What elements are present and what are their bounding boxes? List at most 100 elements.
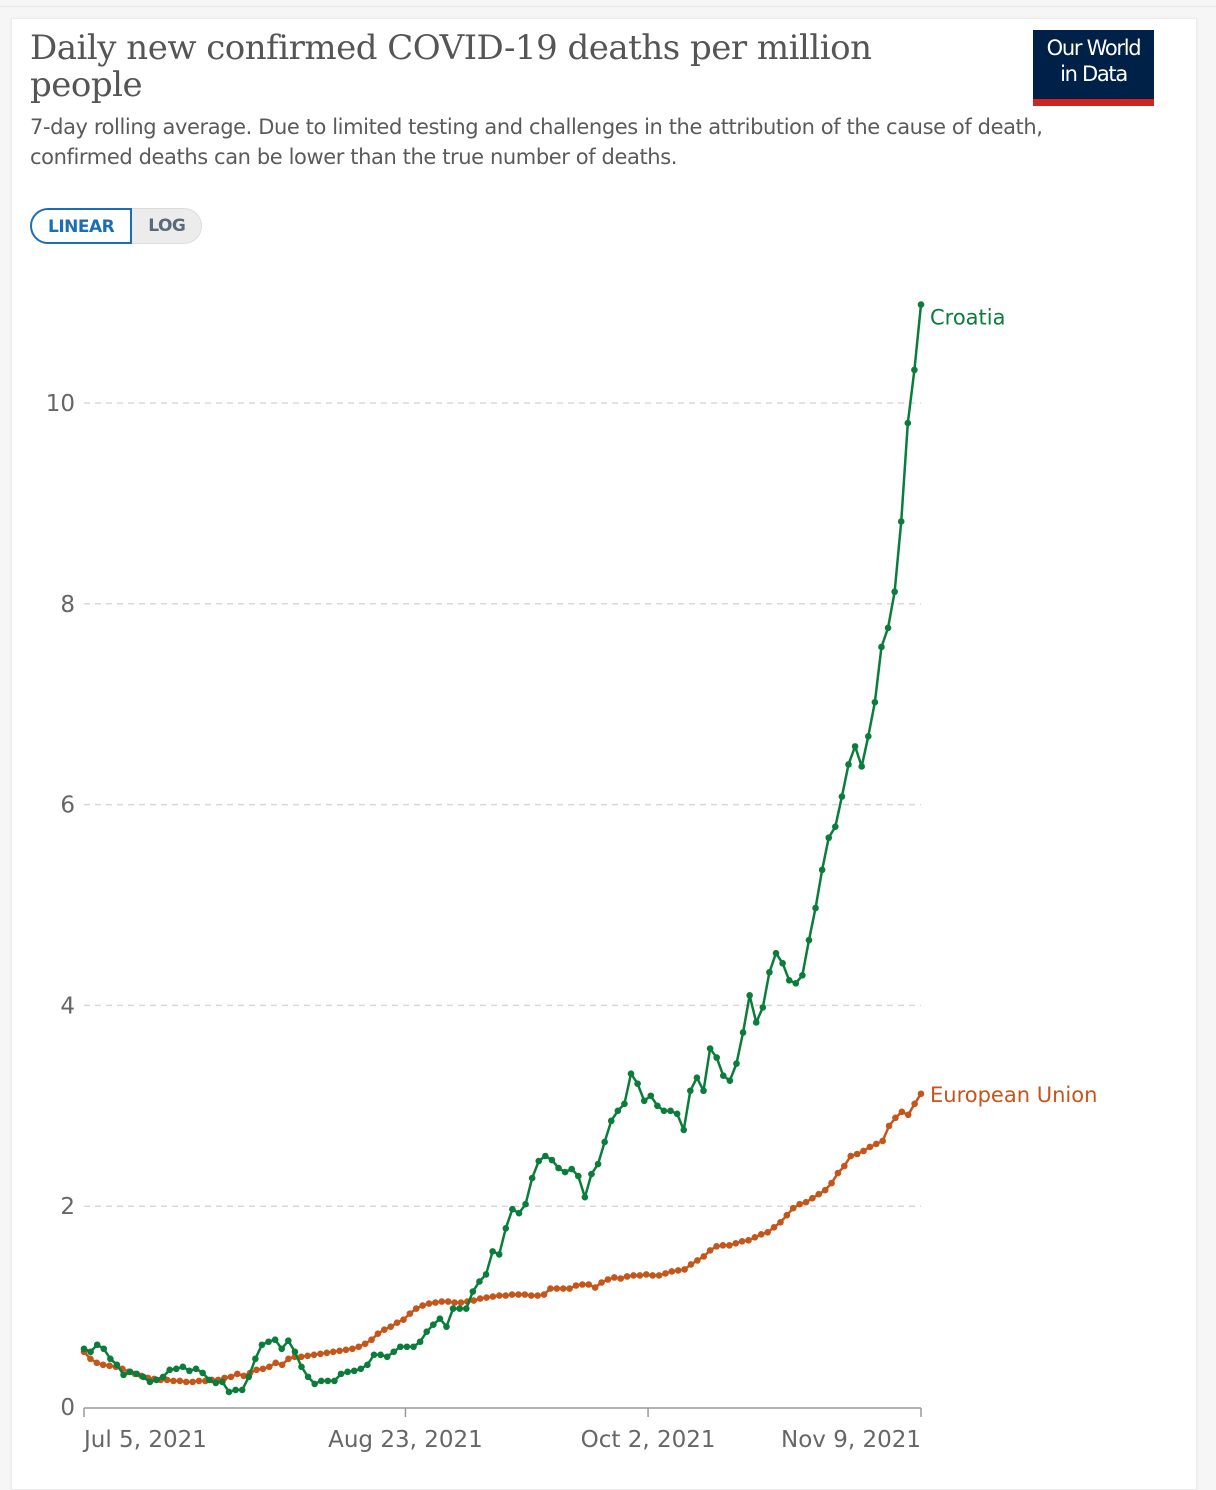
data-point[interactable]	[106, 1362, 113, 1370]
data-point[interactable]	[225, 1388, 233, 1396]
data-point[interactable]	[172, 1365, 180, 1373]
data-point[interactable]	[627, 1070, 635, 1077]
data-point[interactable]	[192, 1365, 200, 1373]
data-point[interactable]	[515, 1291, 522, 1298]
data-point[interactable]	[502, 1224, 510, 1232]
data-point[interactable]	[866, 1143, 874, 1151]
data-point[interactable]	[572, 1282, 580, 1289]
data-point[interactable]	[387, 1323, 394, 1330]
data-point[interactable]	[364, 1361, 371, 1369]
data-point[interactable]	[374, 1330, 382, 1338]
data-point[interactable]	[259, 1365, 267, 1373]
data-point[interactable]	[555, 1164, 562, 1172]
data-point[interactable]	[240, 1372, 248, 1380]
data-point[interactable]	[133, 1370, 141, 1378]
data-point[interactable]	[885, 1122, 893, 1130]
data-point[interactable]	[406, 1310, 414, 1317]
data-point[interactable]	[594, 1160, 602, 1168]
data-point[interactable]	[796, 1200, 803, 1208]
data-point[interactable]	[732, 1240, 740, 1247]
data-point[interactable]	[291, 1348, 299, 1356]
data-point[interactable]	[832, 823, 839, 830]
data-point[interactable]	[317, 1377, 325, 1385]
data-point[interactable]	[568, 1165, 576, 1173]
data-point[interactable]	[851, 743, 859, 750]
data-point[interactable]	[553, 1285, 561, 1292]
data-point[interactable]	[891, 588, 898, 596]
data-point[interactable]	[186, 1367, 193, 1375]
data-point[interactable]	[745, 1237, 752, 1244]
data-point[interactable]	[799, 971, 806, 979]
data-point[interactable]	[336, 1347, 343, 1355]
data-point[interactable]	[828, 1179, 835, 1187]
data-point[interactable]	[789, 1204, 797, 1212]
data-point[interactable]	[687, 1087, 694, 1095]
data-point[interactable]	[860, 1147, 867, 1155]
data-point[interactable]	[766, 968, 773, 976]
data-point[interactable]	[337, 1370, 345, 1378]
data-point[interactable]	[311, 1380, 318, 1388]
data-point[interactable]	[476, 1278, 483, 1285]
data-point[interactable]	[350, 1367, 358, 1375]
data-point[interactable]	[462, 1305, 470, 1312]
data-point[interactable]	[140, 1373, 147, 1381]
data-point[interactable]	[681, 1266, 688, 1273]
data-point[interactable]	[713, 1054, 720, 1061]
data-point[interactable]	[436, 1315, 444, 1322]
data-point[interactable]	[93, 1341, 101, 1349]
data-point[interactable]	[746, 992, 753, 999]
data-point[interactable]	[726, 1077, 734, 1084]
data-point[interactable]	[802, 1198, 810, 1206]
data-point[interactable]	[489, 1248, 496, 1255]
data-point[interactable]	[234, 1370, 241, 1378]
data-point[interactable]	[591, 1284, 599, 1291]
series-label[interactable]: Croatia	[930, 306, 1006, 330]
data-point[interactable]	[719, 1072, 727, 1079]
data-point[interactable]	[304, 1373, 312, 1381]
data-point[interactable]	[757, 1231, 765, 1238]
data-point[interactable]	[227, 1373, 235, 1381]
data-point[interactable]	[324, 1377, 332, 1385]
data-point[interactable]	[361, 1340, 369, 1348]
data-point[interactable]	[265, 1363, 273, 1371]
data-point[interactable]	[400, 1316, 407, 1323]
data-point[interactable]	[673, 1110, 681, 1118]
data-point[interactable]	[636, 1272, 644, 1279]
data-point[interactable]	[611, 1274, 618, 1281]
data-point[interactable]	[342, 1346, 350, 1354]
data-point[interactable]	[845, 761, 852, 768]
data-point[interactable]	[694, 1257, 701, 1264]
data-point[interactable]	[113, 1361, 121, 1369]
linear-scale-button[interactable]: LINEAR	[30, 208, 133, 244]
log-scale-button[interactable]: LOG	[132, 208, 203, 244]
data-point[interactable]	[245, 1373, 253, 1381]
data-point[interactable]	[457, 1299, 465, 1306]
data-point[interactable]	[535, 1157, 543, 1165]
data-point[interactable]	[383, 1353, 391, 1361]
data-point[interactable]	[323, 1349, 331, 1357]
data-point[interactable]	[640, 1097, 648, 1105]
data-point[interactable]	[199, 1369, 206, 1377]
data-point[interactable]	[87, 1348, 94, 1356]
data-point[interactable]	[390, 1348, 398, 1356]
data-point[interactable]	[146, 1378, 154, 1386]
data-point[interactable]	[212, 1379, 220, 1387]
data-point[interactable]	[509, 1205, 516, 1213]
data-point[interactable]	[456, 1305, 463, 1312]
data-point[interactable]	[726, 1242, 733, 1249]
data-point[interactable]	[623, 1273, 631, 1280]
data-point[interactable]	[547, 1285, 554, 1292]
data-point[interactable]	[410, 1343, 417, 1351]
data-point[interactable]	[153, 1376, 160, 1384]
data-point[interactable]	[892, 1114, 899, 1122]
data-point[interactable]	[412, 1305, 420, 1312]
data-point[interactable]	[195, 1377, 203, 1385]
data-point[interactable]	[617, 1275, 625, 1282]
data-point[interactable]	[100, 1345, 108, 1353]
data-point[interactable]	[779, 959, 786, 967]
data-point[interactable]	[176, 1377, 184, 1385]
data-point[interactable]	[878, 643, 885, 651]
data-point[interactable]	[838, 793, 846, 800]
data-point[interactable]	[834, 1169, 842, 1177]
data-point[interactable]	[917, 301, 925, 308]
